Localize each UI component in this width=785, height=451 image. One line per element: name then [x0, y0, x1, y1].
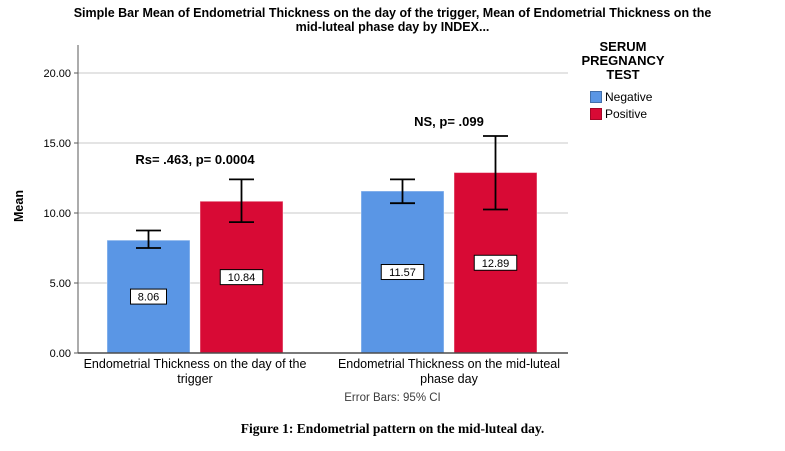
value-label-box	[473, 254, 518, 271]
y-axis-label: Mean	[12, 190, 26, 222]
annotation-group2: NS, p= .099	[414, 114, 484, 129]
legend: SERUM PREGNANCY TEST Negative Positive	[578, 39, 668, 122]
y-tick-label: 0.00	[50, 348, 71, 360]
value-label-text: 11.57	[389, 267, 416, 279]
value-label-text: 12.89	[482, 258, 510, 270]
category-label-trigger-day: Endometrial Thickness on the day of the …	[83, 357, 307, 386]
positive-color-swatch	[590, 108, 602, 120]
y-tick-label: 5.00	[50, 278, 71, 290]
y-tick-label: 10.00	[43, 208, 71, 220]
annotation-group1: Rs= .463, p= 0.0004	[135, 152, 255, 167]
error-bars-note: Error Bars: 95% CI	[344, 392, 441, 404]
value-label-text: 8.06	[138, 292, 159, 304]
chart-title-line2: mid-luteal phase day by INDEX...	[295, 20, 490, 34]
value-label-box	[380, 264, 425, 281]
y-tick-label: 20.00	[43, 68, 71, 80]
legend-item-label: Negative	[605, 90, 653, 104]
negative-color-swatch	[590, 91, 602, 103]
legend-item-positive: Positive	[590, 107, 668, 121]
legend-item-label: Positive	[605, 107, 648, 121]
chart-title-line1: Simple Bar Mean of Endometrial Thickness…	[73, 6, 712, 20]
legend-title: SERUM PREGNANCY TEST	[581, 39, 665, 82]
legend-item-negative: Negative	[590, 90, 668, 104]
category-label-midluteal-day: Endometrial Thickness on the mid-luteal …	[337, 357, 561, 386]
legend-items: Negative Positive	[590, 90, 668, 121]
chart-title: Simple Bar Mean of Endometrial Thickness…	[0, 6, 785, 34]
value-label-box	[219, 269, 264, 286]
value-label-box	[130, 288, 167, 305]
value-label-text: 10.84	[228, 272, 256, 284]
y-tick-label: 15.00	[43, 138, 71, 150]
figure-caption: Figure 1: Endometrial pattern on the mid…	[240, 421, 545, 436]
